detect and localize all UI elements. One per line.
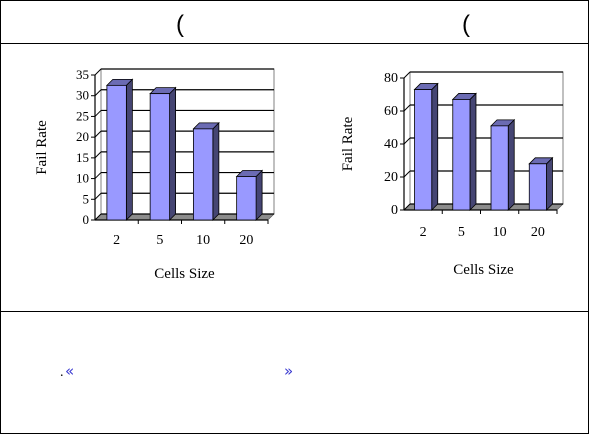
y-tick-label: 80 — [384, 71, 398, 86]
gridline-diag — [94, 172, 102, 179]
bar-front — [452, 99, 471, 211]
y-tick-label: 60 — [384, 104, 398, 119]
bar — [149, 86, 177, 221]
bar — [528, 156, 554, 211]
x-tick-label: 5 — [156, 233, 163, 248]
bar-front — [490, 125, 509, 211]
header-right-mark: ( — [462, 11, 470, 38]
bar-front — [149, 93, 171, 221]
bar-side — [431, 82, 439, 211]
chart-right: 0 20 40 60 80 2 5 10 20 Cells Size Fail Rate — [340, 71, 564, 278]
x-tick-label: 20 — [531, 225, 545, 240]
footer-dot: . — [60, 365, 64, 380]
footer-close-quote: » — [284, 362, 293, 380]
y-tick-label: 40 — [384, 137, 398, 152]
x-tick-label: 20 — [239, 233, 253, 248]
bar — [451, 92, 477, 211]
x-tick-label: 2 — [113, 233, 120, 248]
bar-front — [528, 163, 547, 211]
y-tick-label: 30 — [76, 88, 89, 103]
x-axis-title: Cells Size — [453, 262, 514, 278]
gridline-diag — [94, 151, 102, 159]
y-axis-title: Fail Rate — [34, 120, 50, 175]
bar — [490, 118, 516, 211]
footer-open-quote: « — [65, 362, 74, 380]
x-tick-label: 10 — [196, 233, 210, 248]
bar — [105, 78, 134, 221]
y-axis-title: Fail Rate — [340, 116, 356, 171]
gridline-diag — [94, 192, 102, 200]
x-axis-title: Cells Size — [154, 266, 215, 282]
y-tick-label: 20 — [76, 129, 89, 144]
gridline-diag — [403, 170, 411, 178]
bar-front — [236, 176, 257, 221]
bar-side — [507, 118, 515, 211]
bar-side — [546, 156, 553, 211]
y-tick-label: 0 — [391, 203, 398, 218]
bar-front — [414, 89, 433, 211]
y-tick-label: 5 — [83, 191, 90, 206]
gridline-diag — [403, 104, 411, 112]
gridline-diag — [403, 71, 411, 79]
gridline-diag — [94, 130, 102, 138]
bar-front — [106, 84, 127, 221]
y-tick-label: 35 — [76, 67, 89, 82]
y-tick-label: 15 — [76, 150, 89, 165]
y-tick-label: 25 — [76, 108, 89, 123]
x-tick-label: 5 — [458, 225, 465, 240]
y-tick-label: 20 — [384, 170, 398, 185]
bar-side — [469, 92, 477, 211]
gridline-diag — [403, 203, 411, 211]
gridline-diag — [94, 213, 102, 221]
bar-side — [169, 86, 177, 221]
gridline-diag — [403, 137, 411, 145]
bar-side — [125, 78, 133, 221]
bar — [413, 82, 439, 211]
bar-side — [255, 169, 263, 221]
gridline-diag — [94, 89, 102, 97]
x-tick-label: 10 — [493, 225, 507, 240]
bar — [235, 169, 264, 221]
bar-side — [212, 121, 220, 221]
gridline-diag — [94, 110, 102, 117]
bar-front — [192, 128, 214, 221]
x-tick-label: 2 — [420, 225, 427, 240]
y-tick-label: 0 — [83, 212, 90, 227]
header-left-mark: ( — [176, 11, 184, 38]
y-tick-label: 10 — [76, 171, 89, 186]
gridline-diag — [94, 68, 102, 76]
bar — [192, 121, 220, 221]
